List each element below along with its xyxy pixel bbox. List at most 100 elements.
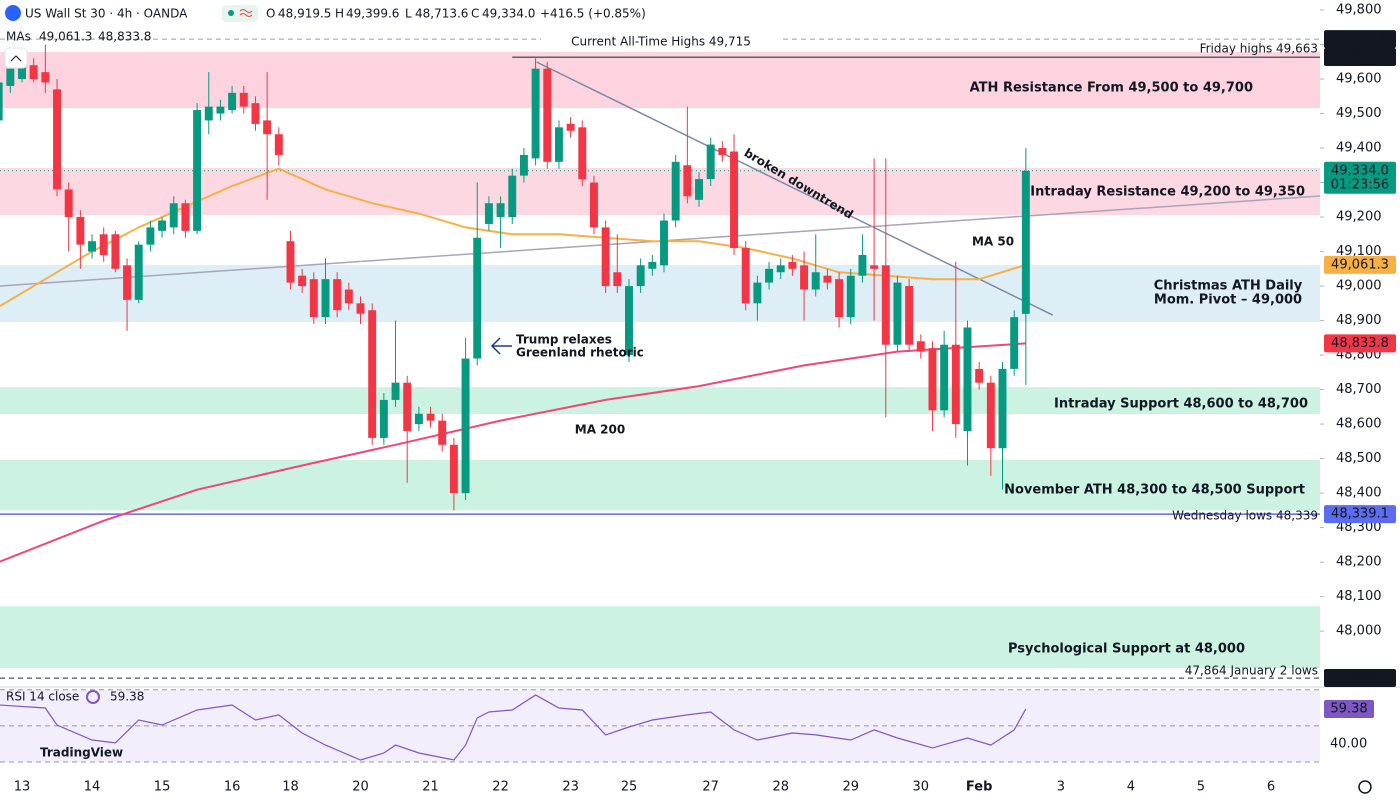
candle-body <box>29 65 38 80</box>
ma-legend-title: MAs <box>6 30 31 44</box>
x-tick-label: 28 <box>772 780 789 795</box>
y-tick-label: 49,600 <box>1336 72 1382 87</box>
candle-body <box>730 151 739 249</box>
candle-body <box>216 106 225 114</box>
zone <box>0 265 1320 322</box>
ohlc-value: 49,334.0 <box>482 7 535 21</box>
candle-body <box>484 203 493 224</box>
candle-body <box>928 348 937 411</box>
candle-body <box>438 420 447 445</box>
x-tick-label: 4 <box>1127 780 1135 795</box>
candle-body <box>835 279 844 318</box>
price-tag <box>1324 30 1396 49</box>
candle-body <box>905 286 914 345</box>
x-tick-label: 20 <box>352 780 369 795</box>
x-tick-label: 5 <box>1197 780 1205 795</box>
collapse-button[interactable] <box>4 47 28 69</box>
candle-body <box>566 123 575 131</box>
price-tag-label: 47,864.2 <box>1331 670 1389 685</box>
candle-body <box>660 220 668 266</box>
x-tick-label: 22 <box>492 780 509 795</box>
y-tick-label: 48,300 <box>1336 520 1382 535</box>
chevron-icon <box>10 55 22 62</box>
y-tick-label: 48,700 <box>1336 382 1382 397</box>
x-tick-label: 30 <box>913 780 930 795</box>
candle-body <box>998 368 1007 449</box>
price-tag-label: 48,339.1 <box>1331 507 1389 522</box>
candle-body <box>916 341 925 352</box>
candle-body <box>228 92 237 111</box>
x-tick-label: 15 <box>154 780 171 795</box>
candle-body <box>0 82 3 121</box>
candle-body <box>134 244 143 300</box>
candle-body <box>449 444 458 494</box>
ohlc-value: 48,713.6 <box>415 7 468 21</box>
candle-body <box>251 103 260 124</box>
candle-body <box>321 279 330 318</box>
candle-body <box>531 68 540 159</box>
x-tick-label: 13 <box>14 780 31 795</box>
candle-body <box>309 279 318 318</box>
ohlc-value: 48,919.5 <box>278 7 331 21</box>
candle-body <box>76 217 85 245</box>
candle-body <box>554 127 563 162</box>
rsi-tag <box>1324 699 1374 718</box>
ohlc-key: O <box>266 7 275 21</box>
rsi-legend-value: 59.38 <box>110 690 144 704</box>
candle-body <box>741 248 750 304</box>
candle-body <box>158 220 167 231</box>
candle-body <box>286 241 295 283</box>
ohlc-key: L <box>405 7 412 21</box>
candle-body <box>99 234 108 256</box>
status-badge <box>222 5 258 22</box>
y-tick-label: 48,000 <box>1336 624 1382 639</box>
candle-body <box>986 382 995 449</box>
x-tick-label: 23 <box>562 780 579 795</box>
watermark: TradingView <box>40 746 123 760</box>
price-tag-label: 48,833.8 <box>1331 336 1389 351</box>
candle-body <box>1021 170 1030 314</box>
price-tag-label: 49,061.3 <box>1331 257 1389 272</box>
y-tick-label: 49,800 <box>1336 3 1382 18</box>
candle-body <box>239 92 248 107</box>
candle-body <box>858 255 867 276</box>
candle-body <box>111 234 120 269</box>
candle-body <box>601 227 610 287</box>
candle-body <box>356 303 365 314</box>
zone-label: ATH Resistance From 49,500 to 49,700 <box>970 81 1253 96</box>
candle-body <box>379 399 388 438</box>
candle-body <box>776 265 785 273</box>
price-tag-label: 49,334.0 <box>1331 163 1389 178</box>
price-tag <box>1324 505 1396 524</box>
candle-body <box>88 241 97 252</box>
chart-title: US Wall St 30 · 4h · OANDA <box>25 7 188 21</box>
change: +416.5 (+0.85%) <box>540 7 646 21</box>
candle-body <box>519 154 528 176</box>
x-tick-label: 6 <box>1267 780 1275 795</box>
ohlc-value: 49,399.6 <box>346 7 399 21</box>
candle-body <box>426 413 435 421</box>
candle-body <box>695 179 703 200</box>
candle-body <box>578 127 587 180</box>
candle-body <box>613 272 622 287</box>
x-tick-label: 16 <box>224 780 241 795</box>
rsi-icon <box>86 690 100 704</box>
zone-label: Mom. Pivot – 49,000 <box>1154 293 1302 308</box>
countdown: 01:23:56 <box>1331 177 1389 192</box>
x-tick-label: 29 <box>842 780 859 795</box>
price-tag <box>1324 255 1396 274</box>
y-tick-label: 48,100 <box>1336 589 1382 604</box>
candle-body <box>671 161 680 221</box>
zone <box>0 606 1320 669</box>
candle-body <box>496 203 505 218</box>
settings-icon[interactable] <box>1358 780 1372 794</box>
x-tick-label: Feb <box>966 780 992 795</box>
candle-body <box>788 261 797 269</box>
candle-body <box>169 203 178 228</box>
y-tick-label: 48,500 <box>1336 451 1382 466</box>
candle-body <box>146 227 155 245</box>
arrow <box>490 337 512 355</box>
label-bg <box>541 32 781 52</box>
candle-body <box>823 275 832 283</box>
y-tick-label: 48,900 <box>1336 313 1382 328</box>
